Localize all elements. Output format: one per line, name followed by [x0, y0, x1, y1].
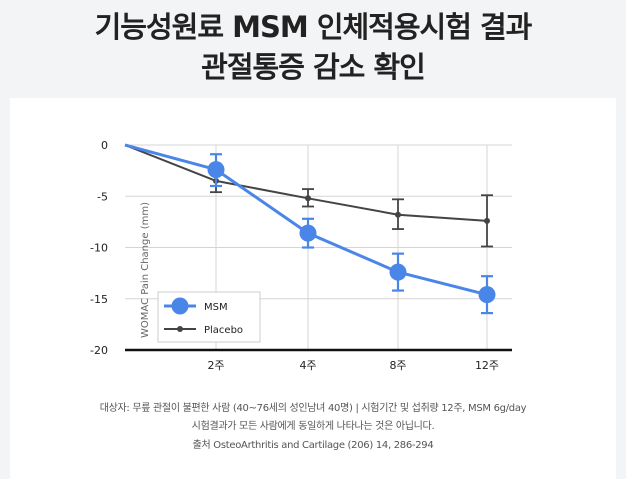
y-axis-label: WOMAC Pain Change (mm): [140, 202, 151, 338]
placebo-series-line: [124, 144, 488, 222]
msm-data-point: [389, 263, 407, 281]
axes: 0 -5 -10 -15 -20 2주 4주 8주 12주 WOMAC Pain Change (…: [90, 139, 512, 372]
chart-card: [10, 98, 616, 479]
title-line-1: 기능성원료 MSM 인체적용시험 결과: [94, 10, 533, 44]
legend-placebo-label: Placebo: [204, 325, 243, 336]
legend-placebo-marker: [177, 326, 183, 332]
y-tick-label: -20: [90, 344, 108, 357]
placebo-data-point: [395, 211, 401, 218]
msm-data-point: [207, 161, 225, 179]
footnote-subjects: 대상자: 무릎 관절이 불편한 사람 (40~76세의 성인남녀 40명) | …: [99, 403, 527, 414]
footnote-disclaimer: 시험결과가 모든 사람에게 동일하게 나타나는 것은 아닙니다.: [191, 421, 435, 432]
x-tick-label: 2주: [207, 359, 224, 372]
placebo-data-point: [484, 217, 490, 224]
legend-msm-marker: [171, 297, 189, 315]
placebo-data-point: [305, 195, 311, 202]
series-layer: [124, 143, 496, 315]
msm-data-point: [299, 224, 317, 242]
y-tick-label: -10: [90, 242, 108, 255]
footnote-source: 출처 OsteoArthritis and Cartilage (206) 14…: [192, 440, 434, 451]
y-tick-label: 0: [101, 139, 108, 152]
y-tick-label: -5: [97, 190, 108, 203]
legend: MSM Placebo: [157, 291, 261, 343]
title-line-2: 관절통증 감소 확인: [201, 50, 426, 84]
msm-data-point: [478, 286, 496, 304]
x-tick-label: 12주: [475, 359, 499, 372]
legend-msm-label: MSM: [204, 302, 228, 313]
y-tick-label: -15: [90, 293, 108, 306]
x-tick-label: 8주: [389, 359, 406, 372]
x-tick-label: 4주: [299, 359, 316, 372]
